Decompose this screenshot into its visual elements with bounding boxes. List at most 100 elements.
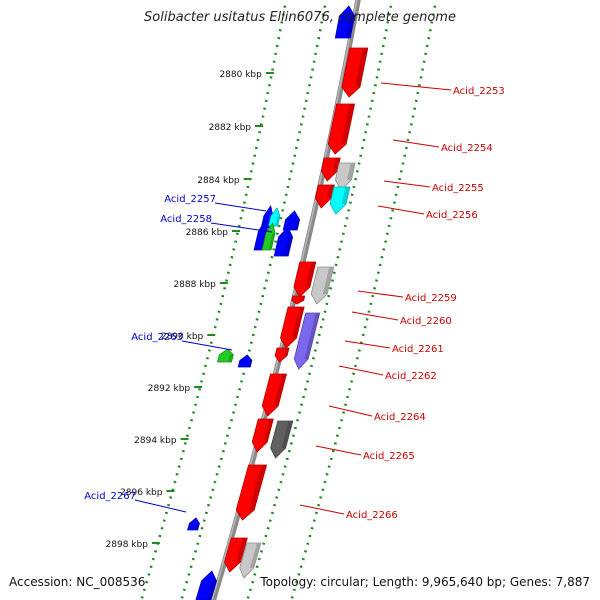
gene-feature-shade [341, 104, 355, 144]
gene-label-acid-2265: Acid_2265 [315, 445, 415, 462]
gene-feature [239, 542, 262, 579]
gene-label-text: Acid_2262 [385, 371, 437, 382]
gene-feature [293, 261, 317, 298]
gene-feature [314, 184, 335, 209]
gene-label-acid-2262: Acid_2262 [338, 365, 437, 382]
gene-feature [282, 210, 301, 231]
gene-label-leader [210, 222, 273, 233]
gene-feature [291, 295, 306, 305]
gene-label-text: Acid_2265 [363, 451, 415, 462]
kbp-scale: 2880 kbp 2882 kbp 2884 kbp 2886 kbp 2888 kbp… [106, 70, 274, 550]
gene-label-text: Acid_2267 [84, 491, 136, 502]
scale-tick-label: 2892 kbp [148, 384, 191, 394]
backbone-line [210, 0, 361, 600]
gene-feature [251, 418, 274, 453]
gene-feature-shade [281, 421, 293, 448]
scale-tick-label: 2896 kbp [120, 488, 163, 498]
gene-feature [293, 312, 321, 370]
gene-label-text: Acid_2266 [346, 510, 398, 521]
genome-backbone [210, 0, 361, 600]
gene-label-text: Acid_2264 [374, 412, 426, 423]
scale-tick-label: 2898 kbp [106, 540, 149, 550]
gene-features [187, 5, 369, 600]
gene-label-leader [315, 445, 362, 456]
gene-label-acid-2256: Acid_2256 [377, 205, 478, 221]
gene-feature-shade [227, 354, 234, 362]
gene-feature [273, 226, 294, 257]
gene-feature-shade [275, 216, 280, 226]
gene-label-leader [392, 139, 440, 148]
gene-feature-shade [300, 296, 305, 301]
gene-label-leader [380, 82, 452, 91]
gene-feature-shade [293, 219, 300, 230]
gene-label-leader [214, 202, 267, 212]
gene-label-acid-2264: Acid_2264 [328, 405, 426, 423]
gene-label-leader [338, 365, 384, 376]
gene-feature-shade [249, 543, 261, 568]
gene-label-text: Acid_2254 [441, 143, 493, 154]
gene-label-text: Acid_2258 [160, 214, 212, 225]
gene-feature [327, 103, 356, 155]
scale-tick-label: 2882 kbp [209, 123, 252, 133]
gene-label-leader [344, 340, 391, 349]
gene-label-text: Acid_2261 [392, 344, 444, 355]
gene-feature-shade [206, 581, 217, 600]
gene-feature-shade [322, 267, 334, 294]
gene-feature-shade [327, 185, 335, 198]
scale-tick-label: 2890 kbp [161, 332, 204, 342]
gene-feature-shade [273, 374, 287, 406]
scale-tick-label: 2894 kbp [134, 436, 177, 446]
scale-tick-label: 2884 kbp [197, 176, 240, 186]
genome-summary-text: Topology: circular; Length: 9,965,640 bp… [260, 575, 590, 589]
gene-feature-shade [249, 465, 267, 510]
gene-feature-shade [236, 538, 248, 562]
gene-label-text: Acid_2263 [131, 332, 183, 343]
gene-feature [216, 348, 234, 363]
gene-label-leader [357, 290, 404, 298]
guide-ring-4 [290, 0, 438, 600]
gene-label-leader [328, 405, 373, 417]
gene-label-leader [134, 499, 187, 513]
gene-feature-shade [341, 187, 350, 204]
guide-ring-3 [246, 0, 394, 600]
gene-feature [334, 5, 355, 39]
gene-feature-shade [305, 262, 316, 287]
gene-feature-shade [194, 523, 200, 530]
gene-label-leader [383, 180, 431, 188]
gene-label-leader [377, 205, 425, 215]
gene-feature-shade [304, 313, 320, 359]
gene-label-leader [181, 340, 233, 351]
scale-tick-label: 2888 kbp [173, 280, 216, 290]
gene-feature [274, 347, 290, 363]
gene-label-text: Acid_2253 [453, 86, 505, 97]
gene-label-acid-2261: Acid_2261 [344, 340, 444, 355]
gene-feature [237, 354, 253, 368]
gene-feature-shade [263, 419, 274, 442]
gene-label-text: Acid_2257 [164, 194, 216, 205]
gene-feature-shade [246, 360, 252, 367]
gene-label-acid-2255: Acid_2255 [383, 180, 484, 194]
accession-text: Accession: NC_008536 [9, 575, 146, 589]
gene-label-acid-2254: Acid_2254 [392, 139, 493, 154]
gene-label-text: Acid_2256 [426, 210, 478, 221]
gene-label-leader [351, 311, 399, 321]
gene-label-text: Acid_2260 [400, 316, 452, 327]
gene-label-acid-2257: Acid_2257 [164, 194, 267, 212]
gene-feature [224, 537, 248, 573]
gene-feature-shade [283, 348, 289, 356]
gene-label-leader [299, 504, 345, 515]
guide-ring-1 [140, 0, 288, 600]
scale-tick-label: 2886 kbp [186, 228, 229, 238]
gene-label-text: Acid_2259 [405, 293, 457, 304]
map-title: Solibacter usitatus Ellin6076, complete … [144, 10, 456, 25]
gene-feature [329, 186, 351, 215]
gene-feature [235, 464, 268, 521]
gene-label-acid-2260: Acid_2260 [351, 311, 452, 327]
gene-label-text: Acid_2255 [432, 183, 484, 194]
gene-label-acid-2258: Acid_2258 [160, 214, 273, 233]
gene-feature-shade [355, 48, 368, 87]
gene-labels: Acid_2253 Acid_2254 Acid_2255 Acid_2256 Acid… [84, 82, 505, 521]
gene-feature [261, 373, 288, 417]
